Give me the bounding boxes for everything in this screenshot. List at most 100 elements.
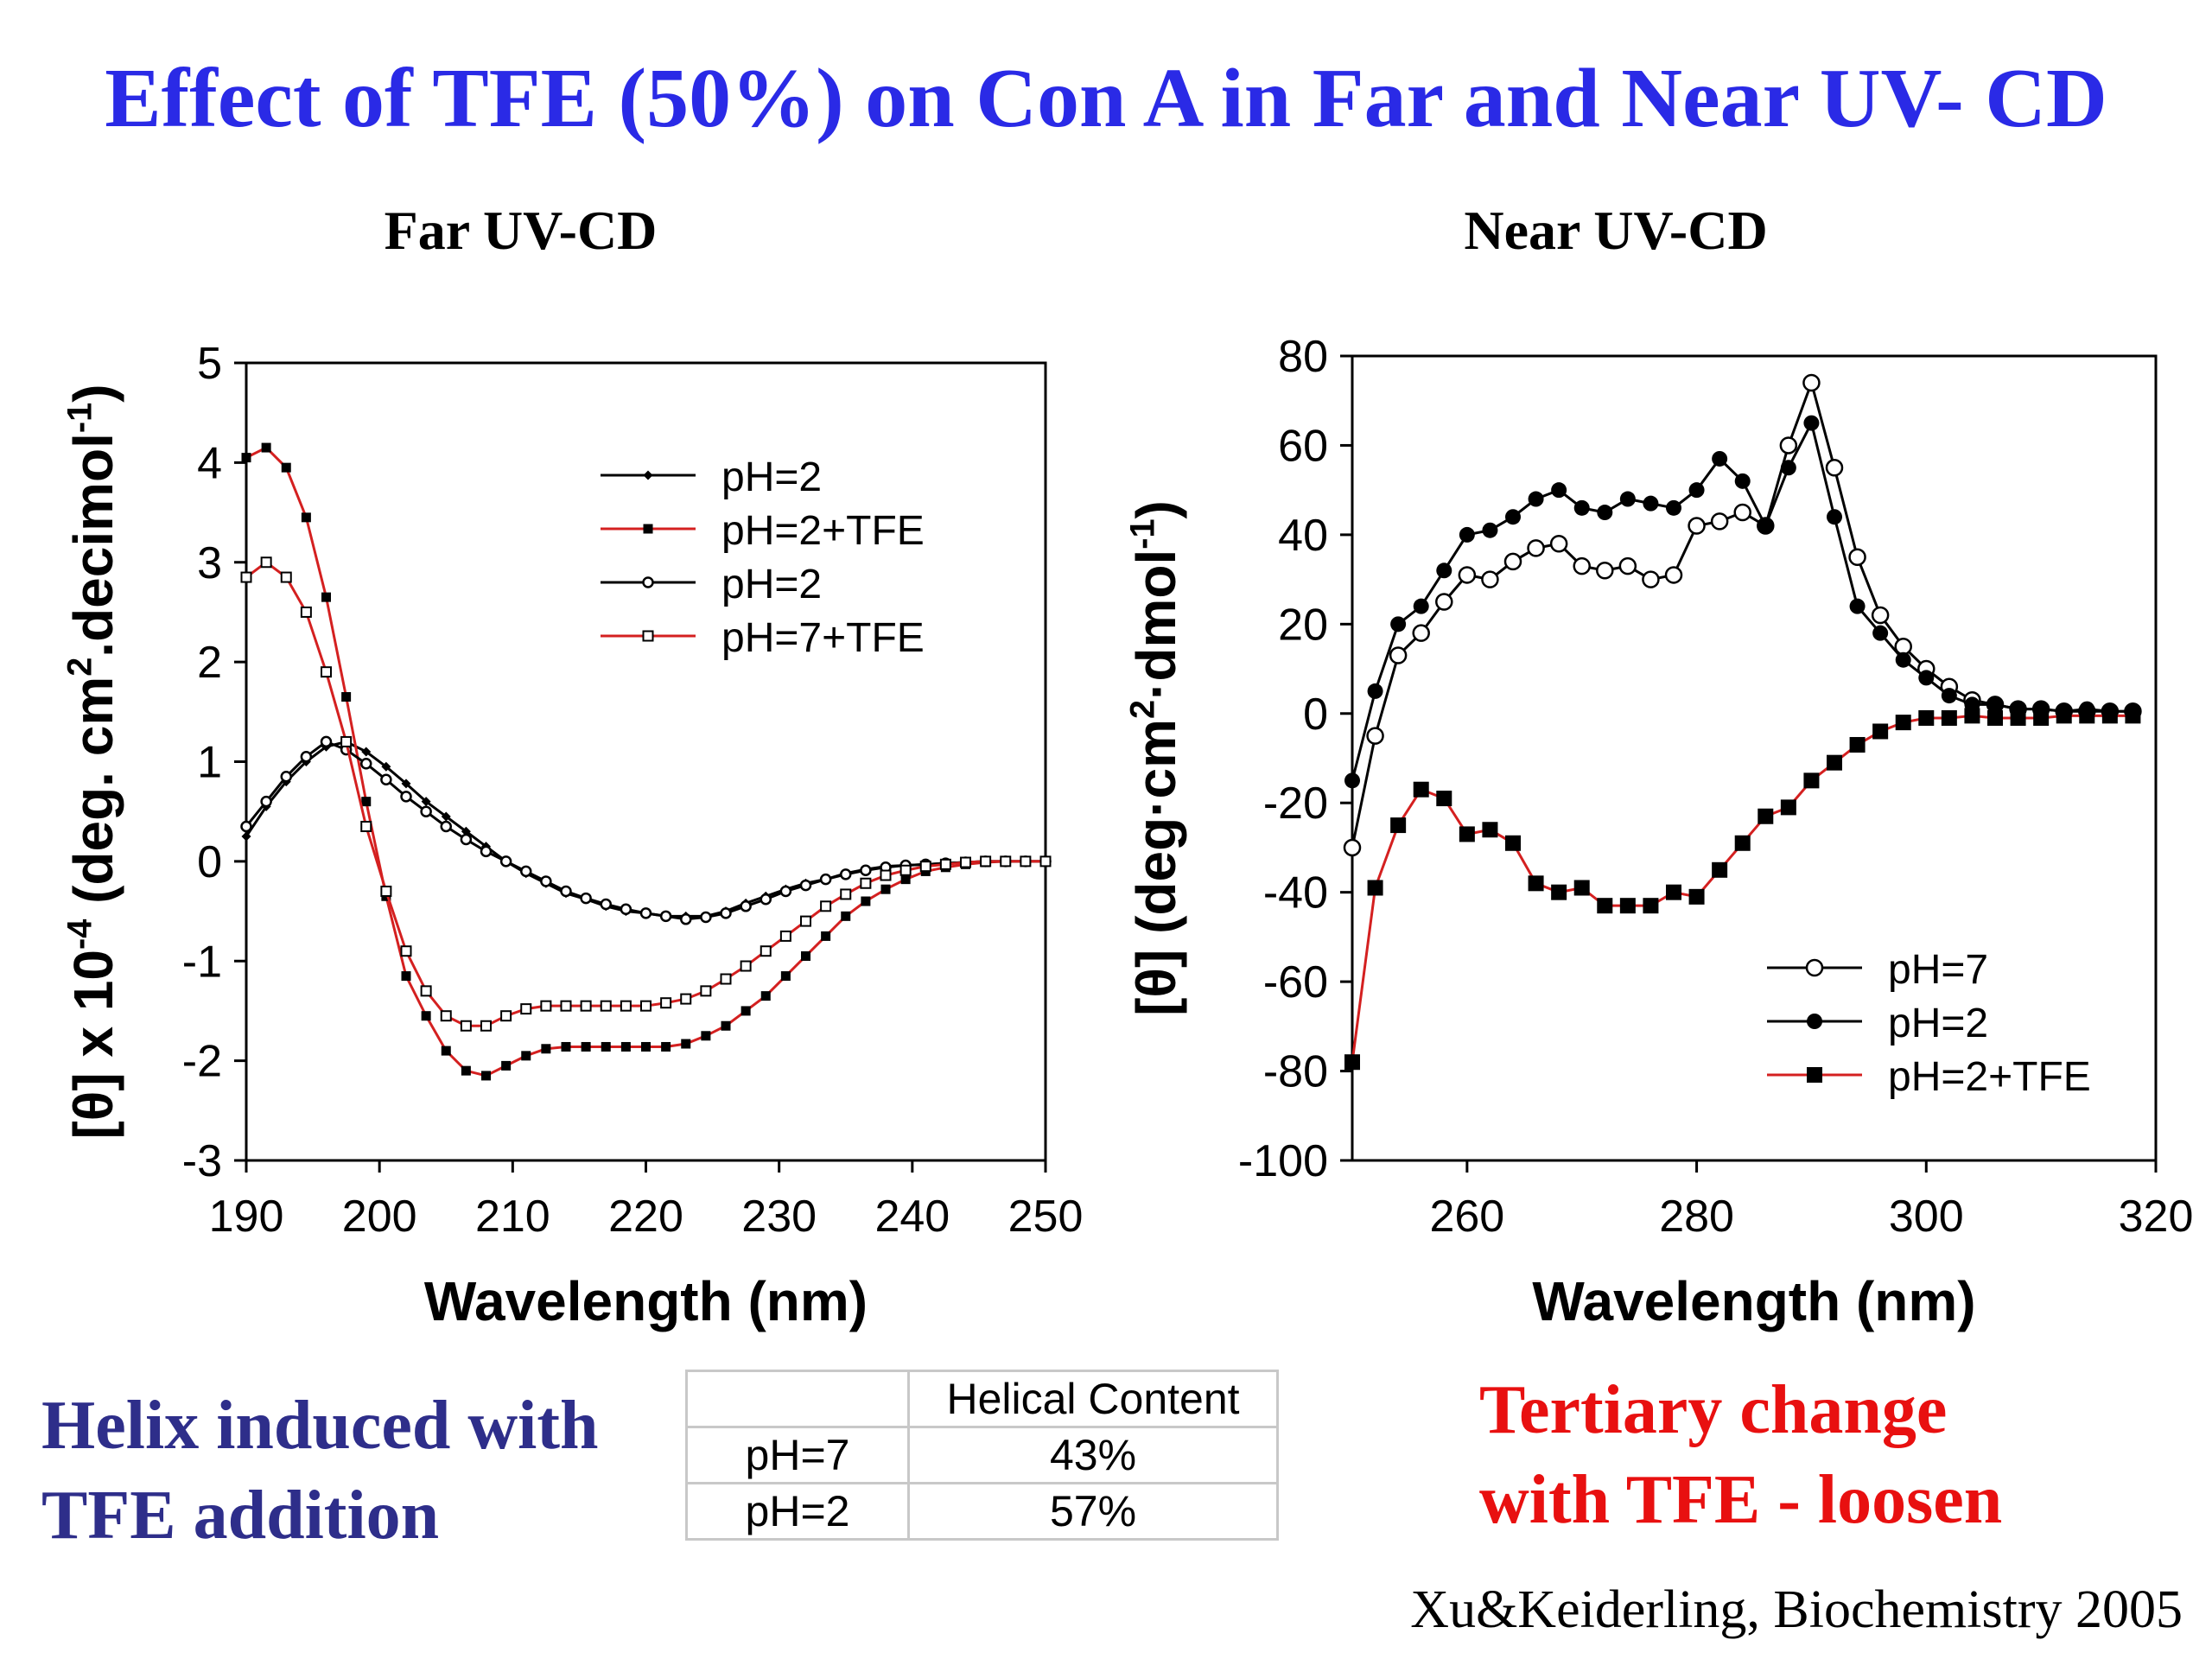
data-point xyxy=(1941,688,1957,704)
y-tick-label: 20 xyxy=(1278,600,1328,650)
series-ph-7 xyxy=(1343,373,2142,857)
data-point xyxy=(1458,566,1477,584)
data-point xyxy=(1551,482,1567,499)
data-point xyxy=(580,1000,592,1012)
data-point xyxy=(821,931,831,941)
y-tick-label: -1 xyxy=(182,937,222,987)
plot-frame xyxy=(1351,354,2158,1162)
data-point xyxy=(841,911,851,921)
data-point xyxy=(819,873,832,886)
helical-content-table: Helical Content pH=7 43% pH=2 57% xyxy=(685,1370,1279,1541)
data-point xyxy=(1366,727,1384,745)
data-point xyxy=(1528,491,1544,507)
data-point xyxy=(401,779,411,789)
data-point xyxy=(320,735,333,748)
data-point xyxy=(1734,835,1751,851)
data-point xyxy=(361,797,372,807)
data-point xyxy=(2010,709,2026,726)
table-row: pH=7 43% xyxy=(685,1426,1279,1484)
data-point xyxy=(500,1010,512,1022)
data-point xyxy=(899,864,912,876)
data-point xyxy=(1872,723,1889,740)
data-point xyxy=(461,1065,471,1076)
data-point xyxy=(520,1003,532,1015)
data-point xyxy=(441,811,451,822)
data-point xyxy=(900,874,911,885)
tertiary-note-line-1: Tertiary change xyxy=(1479,1372,1948,1448)
data-point xyxy=(801,950,810,961)
data-point xyxy=(1734,473,1751,489)
x-tick-label: 280 xyxy=(1659,1192,1734,1242)
helix-note: Helix induced with TFE addition xyxy=(41,1381,599,1560)
data-point xyxy=(1573,880,1590,896)
data-point xyxy=(1895,652,1911,668)
data-point xyxy=(799,879,812,892)
data-point xyxy=(340,735,353,747)
data-point xyxy=(360,820,372,832)
y-tick-label: 5 xyxy=(197,339,222,389)
data-point xyxy=(1758,518,1774,534)
data-point xyxy=(1643,898,1659,914)
data-point xyxy=(760,945,772,957)
data-point xyxy=(740,900,752,912)
data-point xyxy=(541,1044,551,1054)
y-tick-label: -60 xyxy=(1263,957,1328,1007)
legend-marker xyxy=(642,576,654,588)
data-point xyxy=(1871,606,1890,625)
data-point xyxy=(521,1051,531,1061)
legend-label: pH=2+TFE xyxy=(721,508,925,554)
data-point xyxy=(240,820,252,833)
data-point xyxy=(440,820,452,833)
chart-title: Near UV-CD xyxy=(1464,200,1767,261)
data-point xyxy=(441,1046,451,1056)
data-point xyxy=(700,911,712,924)
data-point xyxy=(1551,884,1567,900)
x-tick-label: 200 xyxy=(342,1192,417,1242)
data-point xyxy=(520,865,532,878)
series-ph-2-tfe xyxy=(1344,708,2141,1071)
data-point xyxy=(861,896,871,906)
legend-marker xyxy=(643,524,653,534)
x-axis-label: Wavelength (nm) xyxy=(1532,1270,1975,1332)
legend-label: pH=2+TFE xyxy=(1888,1054,2091,1100)
data-point xyxy=(721,1020,731,1031)
data-point xyxy=(1343,838,1362,857)
y-axis-label: [θ] x 10-4 (deg. cm2.decimol-1) xyxy=(61,384,124,1139)
data-point xyxy=(560,1000,572,1012)
data-point xyxy=(480,1020,492,1032)
data-point xyxy=(1941,709,1957,726)
data-point xyxy=(501,1060,512,1071)
table-row: pH=2 57% xyxy=(685,1482,1279,1541)
data-point xyxy=(301,512,311,523)
data-point xyxy=(1390,616,1407,632)
data-point xyxy=(381,761,391,772)
x-tick-label: 210 xyxy=(475,1192,550,1242)
legend-label: pH=7+TFE xyxy=(721,615,925,661)
y-tick-label: 3 xyxy=(197,538,222,588)
data-point xyxy=(1780,799,1796,816)
citation: Xu&Keiderling, Biochemistry 2005 xyxy=(1410,1580,2183,1639)
data-point xyxy=(620,903,632,916)
data-point xyxy=(540,875,552,887)
data-point xyxy=(760,991,771,1001)
data-point xyxy=(1344,1054,1360,1071)
data-point xyxy=(1597,505,1613,521)
data-point xyxy=(1020,855,1032,868)
data-point xyxy=(1000,855,1012,868)
data-point xyxy=(1459,526,1475,543)
legend-marker xyxy=(1807,1067,1822,1083)
legend-label: pH=2 xyxy=(721,562,822,607)
data-point xyxy=(779,885,792,898)
data-point xyxy=(1918,670,1935,686)
data-point xyxy=(1413,598,1429,614)
data-point xyxy=(1389,646,1408,664)
data-point xyxy=(939,858,951,870)
data-point xyxy=(1712,450,1728,467)
y-tick-label: 0 xyxy=(197,837,222,887)
y-tick-label: 1 xyxy=(197,738,222,788)
data-point xyxy=(2056,708,2072,724)
data-point xyxy=(1503,552,1522,571)
data-point xyxy=(740,960,752,972)
data-point xyxy=(960,856,971,868)
